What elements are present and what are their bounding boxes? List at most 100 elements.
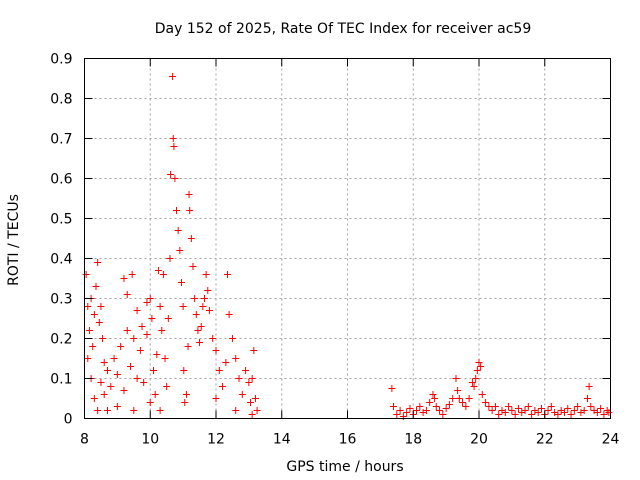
data-point (472, 375, 480, 382)
data-point (182, 391, 190, 398)
data-point (158, 327, 166, 334)
data-point (488, 407, 496, 414)
data-point (465, 395, 473, 402)
data-point (224, 271, 232, 278)
y-tick-label: 0.2 (50, 332, 72, 348)
data-point (120, 275, 128, 282)
data-point (92, 283, 100, 290)
data-point (148, 315, 156, 322)
data-point (495, 411, 503, 418)
data-point (110, 355, 118, 362)
data-point (171, 175, 179, 182)
data-point (130, 407, 138, 414)
data-point (534, 409, 542, 416)
axis-ticks (84, 58, 611, 419)
data-point (482, 399, 490, 406)
data-point (100, 391, 108, 398)
data-point (187, 235, 195, 242)
data-point (452, 375, 460, 382)
data-point (164, 315, 172, 322)
data-point (167, 171, 175, 178)
x-tick-labels: 8 10 12 14 16 18 20 22 24 (80, 432, 619, 448)
data-point (127, 363, 135, 370)
data-point (570, 407, 578, 414)
data-point (200, 295, 208, 302)
data-point (174, 227, 182, 234)
data-point (235, 375, 243, 382)
data-point (597, 405, 605, 412)
data-point (242, 367, 250, 374)
data-point (196, 339, 204, 346)
data-point (396, 407, 404, 414)
data-point (390, 403, 398, 410)
data-point (505, 403, 513, 410)
data-point (470, 383, 478, 390)
data-point (199, 303, 207, 310)
data-point (143, 299, 151, 306)
data-point (459, 399, 467, 406)
data-point (85, 327, 93, 334)
y-tick-label: 0.5 (50, 212, 72, 228)
data-point (89, 343, 97, 350)
data-point (146, 295, 154, 302)
data-point (169, 135, 177, 142)
data-point (491, 403, 499, 410)
data-point (133, 307, 141, 314)
data-point (251, 395, 259, 402)
data-point (485, 403, 493, 410)
data-point (181, 399, 189, 406)
x-tick-label: 20 (470, 432, 488, 448)
data-point (429, 391, 437, 398)
data-point (136, 347, 144, 354)
data-point (564, 405, 572, 412)
data-point (113, 403, 121, 410)
data-point (445, 401, 453, 408)
data-point (156, 303, 164, 310)
y-tick-label: 0.8 (50, 92, 72, 108)
data-point (593, 409, 601, 416)
data-point (393, 411, 401, 418)
data-point (547, 403, 555, 410)
data-point (247, 399, 255, 406)
data-point (154, 267, 162, 274)
data-point (232, 355, 240, 362)
x-tick-label: 10 (141, 432, 159, 448)
data-point (90, 311, 98, 318)
data-point (225, 311, 233, 318)
data-point (215, 367, 223, 374)
data-point (128, 271, 136, 278)
data-point (524, 403, 532, 410)
data-point (605, 409, 613, 416)
data-point (449, 395, 457, 402)
y-tick-labels: 0 0.1 0.2 0.3 0.4 0.5 0.6 0.7 0.8 0.9 (50, 52, 72, 428)
data-point (511, 411, 519, 418)
data-point (473, 367, 481, 374)
data-point (521, 407, 529, 414)
data-point (403, 409, 411, 416)
data-point (212, 347, 220, 354)
y-tick-label: 0.7 (50, 132, 72, 148)
data-point (151, 391, 159, 398)
data-point (186, 207, 194, 214)
data-point (544, 407, 552, 414)
data-point (413, 407, 421, 414)
data-point (422, 407, 430, 414)
y-axis-label: ROTI / TECUs (6, 194, 22, 286)
x-tick-label: 8 (80, 432, 89, 448)
data-point (133, 375, 141, 382)
data-point (432, 403, 440, 410)
x-tick-label: 22 (536, 432, 554, 448)
data-point (475, 359, 483, 366)
data-point (436, 407, 444, 414)
data-point (194, 327, 202, 334)
data-point (82, 271, 90, 278)
data-point (209, 335, 217, 342)
data-point (574, 403, 582, 410)
data-point (567, 411, 575, 418)
y-tick-label: 0.3 (50, 292, 72, 308)
data-point (159, 271, 167, 278)
data-point (166, 255, 174, 262)
data-point (478, 391, 486, 398)
data-point (439, 411, 447, 418)
